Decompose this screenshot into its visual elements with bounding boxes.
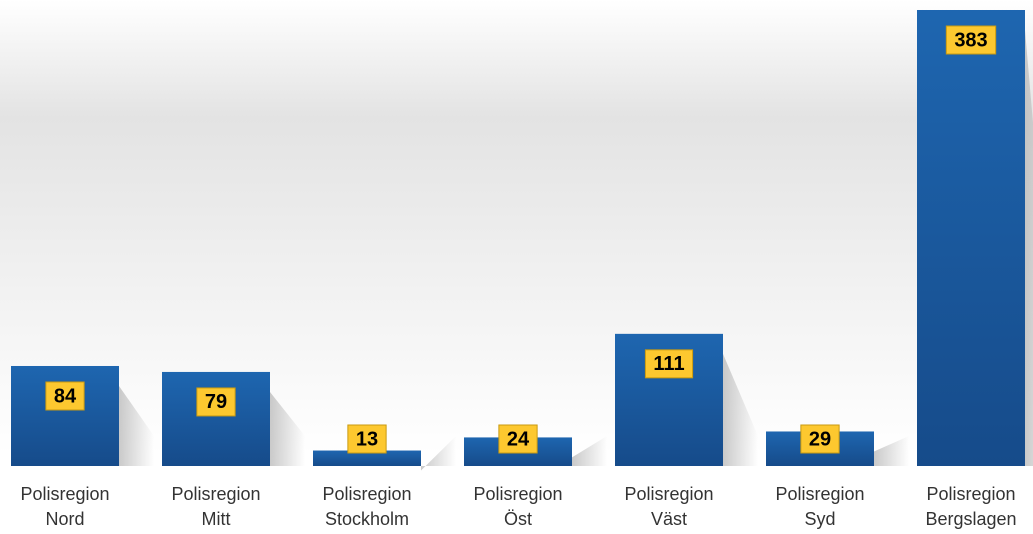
x-tick-label: Polisregion Väst xyxy=(624,484,714,529)
x-tick-label: Polisregion Bergslagen xyxy=(925,484,1017,529)
x-tick-label: Polisregion Öst xyxy=(473,484,563,529)
x-tick-label: Polisregion Stockholm xyxy=(322,484,412,529)
bar-shadow xyxy=(421,436,456,471)
bar-shadow xyxy=(119,385,154,466)
bar xyxy=(11,365,119,466)
bar-shadow xyxy=(1025,30,1033,466)
value-label: 383 xyxy=(954,29,987,51)
x-tick-label: Polisregion Mitt xyxy=(171,484,261,529)
bar xyxy=(313,450,421,466)
bar xyxy=(917,10,1025,466)
bar-shadow xyxy=(723,353,758,466)
value-label-box xyxy=(945,25,997,55)
value-label: 84 xyxy=(54,385,77,407)
value-label: 111 xyxy=(653,353,684,375)
value-label-box xyxy=(498,424,538,454)
bar-shadow xyxy=(572,436,607,466)
value-label-box xyxy=(45,381,85,411)
bar-shadow xyxy=(874,436,909,466)
value-label-box xyxy=(196,387,236,417)
x-tick-label: Polisregion Syd xyxy=(775,484,865,529)
value-label-box xyxy=(800,424,840,454)
bar-shadow xyxy=(270,391,305,466)
value-label: 29 xyxy=(809,428,831,450)
value-label-box xyxy=(644,349,694,379)
value-label: 79 xyxy=(205,391,227,413)
value-label: 13 xyxy=(356,428,378,450)
value-label-box xyxy=(347,424,387,454)
bar xyxy=(162,371,270,466)
value-label: 24 xyxy=(507,428,530,450)
x-tick-label: Polisregion Nord xyxy=(20,484,110,529)
